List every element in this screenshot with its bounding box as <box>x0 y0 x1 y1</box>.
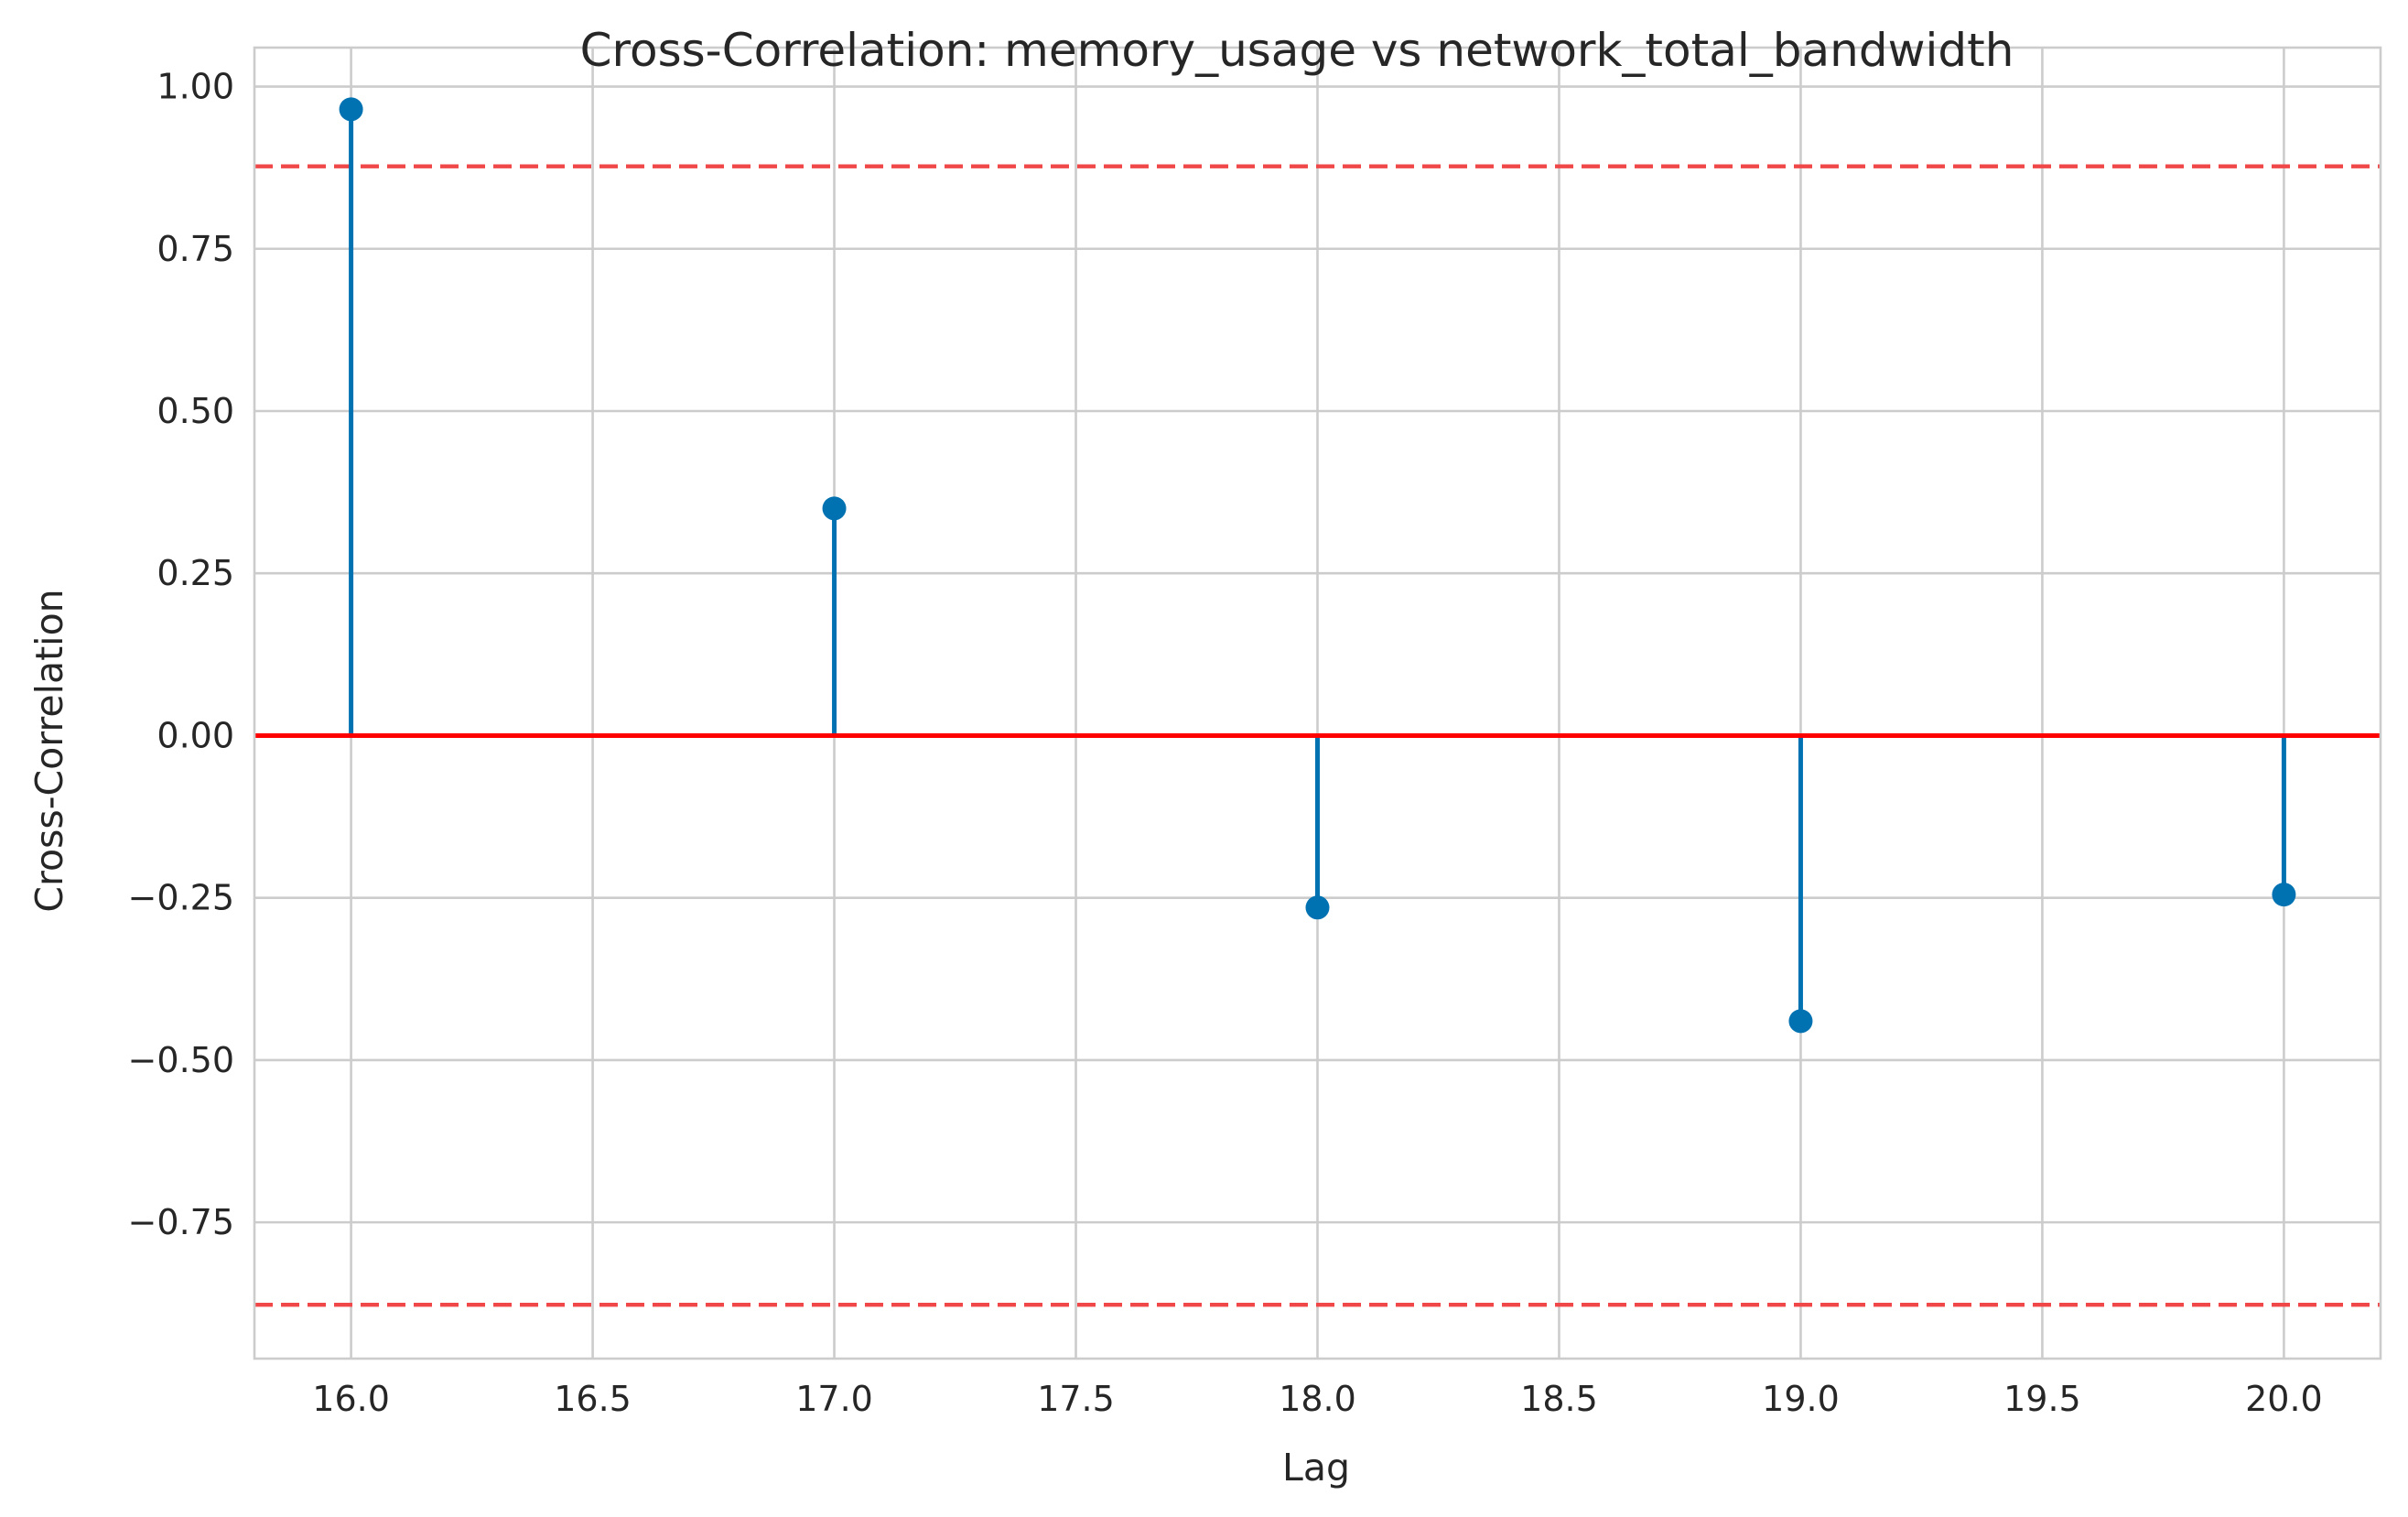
x-tick-label: 17.5 <box>1037 1379 1115 1419</box>
chart-title: Cross-Correlation: memory_usage vs netwo… <box>580 24 2014 77</box>
confidence-bounds <box>254 164 2381 1307</box>
y-tick-label: 0.50 <box>157 391 234 431</box>
y-tick-label: 1.00 <box>157 67 234 107</box>
x-tick-label: 19.5 <box>2003 1379 2081 1419</box>
y-tick-label: −0.50 <box>128 1040 234 1080</box>
x-tick-label: 19.0 <box>1762 1379 1840 1419</box>
y-tick-label: 0.75 <box>157 229 234 269</box>
y-tick-label: 0.00 <box>157 715 234 755</box>
stem-marker <box>1305 895 1330 920</box>
y-axis-label: Cross-Correlation <box>27 589 71 912</box>
plot-area-frame <box>253 46 2382 1360</box>
stem-series <box>349 109 2286 1022</box>
y-tick-label: 0.25 <box>157 553 234 593</box>
x-axis-label: Lag <box>1282 1446 1350 1490</box>
x-tick-label: 17.0 <box>795 1379 873 1419</box>
x-tick-label: 16.5 <box>554 1379 632 1419</box>
y-tick-labels: 1.00 0.75 0.50 0.25 0.00 −0.25 −0.50 −0.75 <box>128 67 234 1243</box>
x-tick-label: 18.0 <box>1279 1379 1356 1419</box>
y-tick-label: −0.25 <box>128 878 234 918</box>
y-tick-label: −0.75 <box>128 1202 234 1242</box>
x-tick-label: 20.0 <box>2245 1379 2323 1419</box>
x-tick-label: 18.5 <box>1520 1379 1598 1419</box>
x-tick-labels: 16.0 16.5 17.0 17.5 18.0 18.5 19.0 19.5 20.0 <box>312 1379 2322 1419</box>
x-tick-label: 16.0 <box>312 1379 390 1419</box>
stem-marker <box>339 97 363 122</box>
stem-markers <box>339 97 2296 1034</box>
stem-marker <box>822 496 847 521</box>
stem-marker <box>1788 1009 1813 1034</box>
stem-marker <box>2272 883 2296 907</box>
